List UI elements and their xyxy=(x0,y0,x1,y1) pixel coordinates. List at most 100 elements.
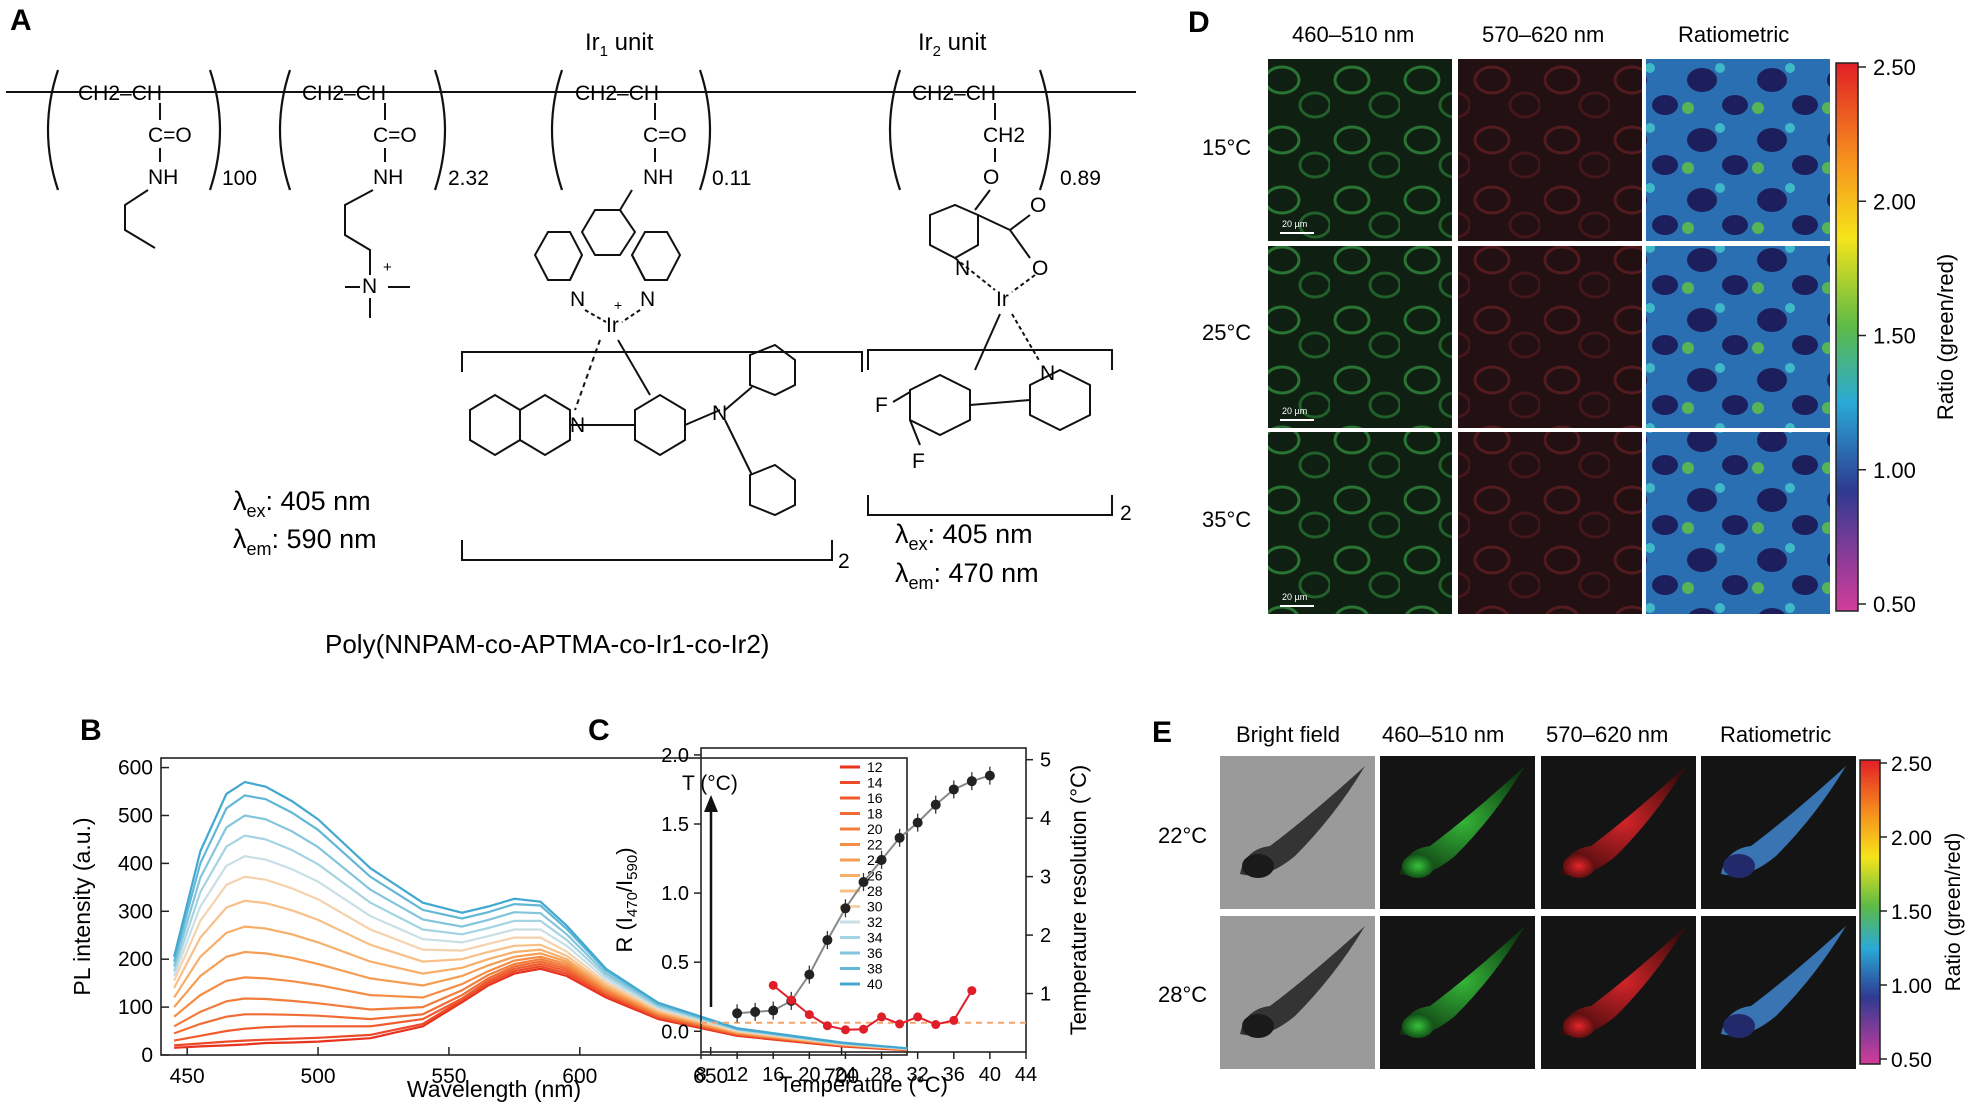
chart-b-series-32 xyxy=(173,855,908,1050)
ir1-bracket-top xyxy=(461,351,863,372)
chart-c-frame xyxy=(700,747,1027,1053)
unit2-chain xyxy=(344,189,374,275)
chart-c-point-R xyxy=(948,784,959,795)
panel-d-cbar-tick-label: 1.50 xyxy=(1873,324,1916,349)
panel-e-zebrafish xyxy=(1561,766,1686,876)
chart-c-ytick-label: 0.5 xyxy=(661,952,689,974)
chart-b-xtick-label: 650 xyxy=(693,1065,728,1088)
chart-c-point-Resolution xyxy=(804,1010,814,1020)
chart-b-legend-label: 18 xyxy=(867,806,883,822)
chart-c-y2tick-label: 3 xyxy=(1040,867,1051,889)
amine-n: N xyxy=(712,402,727,425)
chart-c-y2tick-label: 4 xyxy=(1040,808,1051,830)
monomer-unit-nnpam: CH2–CH C=O NH 100 xyxy=(78,82,257,249)
chart-b-xtick-label: 500 xyxy=(301,1065,336,1088)
panel-d-image xyxy=(1268,432,1452,614)
ir2-bracket-sub: 2 xyxy=(1120,502,1132,525)
unit2-ammonium-n: N xyxy=(362,275,377,298)
panel-c: C 8 12 16 20 24 28 32 36 40 440.00.51.01.52.01234… xyxy=(588,714,1091,1097)
panel-d-cbar-tick-label: 2.50 xyxy=(1873,55,1916,80)
chart-b-xlabel: Wavelength (nm) xyxy=(407,1076,581,1102)
chart-c-xtick-label: 8 xyxy=(695,1064,706,1086)
ir1-center: Ir xyxy=(606,314,619,337)
chart-b-legend-label: 32 xyxy=(867,914,883,930)
chart-b-ytick-label: 0 xyxy=(141,1044,153,1067)
chart-b-legend-label: 20 xyxy=(867,821,883,837)
panel-e-row-22: 22°C xyxy=(1158,823,1207,848)
panel-d-row-15: 15°C xyxy=(1202,135,1251,160)
panel-d-colorbar-label: Ratio (green/red) xyxy=(1933,254,1958,420)
chart-b-legend-label: 40 xyxy=(867,976,883,992)
panel-a-label: A xyxy=(10,4,32,37)
chart-c-point-R xyxy=(912,817,923,828)
chart-b-legend-label: 28 xyxy=(867,883,883,899)
chart-c-y2label: Temperature resolution (°C) xyxy=(1066,765,1091,1035)
panel-e-zebrafish xyxy=(1721,766,1846,876)
panel-e-zebrafish-head xyxy=(1563,854,1595,878)
panel-d-image xyxy=(1646,246,1830,428)
ppy-n: N xyxy=(1040,362,1055,385)
panel-e-col-green: 460–510 nm xyxy=(1382,722,1504,747)
quinoline-n: N xyxy=(570,414,585,437)
chart-c-y2tick-label: 5 xyxy=(1040,750,1051,772)
fluorine-1: F xyxy=(875,394,888,417)
panel-d-image-grid: 20 µm 20 µm 20 µm xyxy=(1268,59,1830,614)
chart-c-xtick-label: 40 xyxy=(979,1064,1001,1086)
panel-e-colorbar xyxy=(1859,759,1881,1065)
unit3-backbone: CH2–CH xyxy=(575,82,659,105)
difluorophenylpyridine-ligand xyxy=(892,313,1091,446)
chart-b-legend-label: 22 xyxy=(867,837,883,853)
chart-b-series-40 xyxy=(173,780,908,1050)
ir1-charge: + xyxy=(614,297,622,313)
panel-e-label: E xyxy=(1152,716,1172,749)
panel-d-scale-label: 20 µm xyxy=(1282,406,1307,416)
chart-c-point-R xyxy=(840,903,851,914)
chart-b-annotation: T (°C) xyxy=(682,772,738,795)
chart-c-point-R xyxy=(804,969,815,980)
chart-b-legend-label: 30 xyxy=(867,899,883,915)
chart-b-ytick-label: 600 xyxy=(118,757,153,780)
panel-d-image xyxy=(1458,246,1642,428)
panel-d-image xyxy=(1268,246,1452,428)
chart-b-xtick-label: 450 xyxy=(170,1065,205,1088)
chart-c-y2tick-label: 1 xyxy=(1040,984,1051,1006)
chart-b-legend-label: 12 xyxy=(867,759,883,775)
unit2-carbonyl: C=O xyxy=(373,124,417,147)
chart-b-frame xyxy=(160,757,908,1056)
chart-c-point-R xyxy=(768,1005,779,1016)
panel-d-scale-label: 20 µm xyxy=(1282,219,1307,229)
panel-e-zebrafish-head xyxy=(1402,854,1434,878)
panel-e: E Bright field 460–510 nm 570–620 nm Rat… xyxy=(1152,716,1965,1072)
panel-d-row-25: 25°C xyxy=(1202,320,1251,345)
panel-e-row-28: 28°C xyxy=(1158,982,1207,1007)
chart-c-point-Resolution xyxy=(895,1019,905,1029)
panel-b: B 450 500 550 600 650 7000100200300400500600W… xyxy=(69,714,908,1102)
chart-c-ytick-label: 0.0 xyxy=(661,1021,689,1043)
unit4-backbone: CH2–CH xyxy=(912,82,996,105)
unit3-carbonyl: C=O xyxy=(643,124,687,147)
panel-d-cbar-tick-label: 1.00 xyxy=(1873,458,1916,483)
monomer-unit-ir1: Ir1 unit CH2–CH C=O NH 0.11 N N Ir + xyxy=(233,29,863,573)
panel-e-cbar-tick-label: 2.00 xyxy=(1891,827,1932,850)
unit1-backbone: CH2–CH xyxy=(78,82,162,105)
chart-b-temp-arrowhead xyxy=(704,795,718,812)
ir1-dash2 xyxy=(621,309,641,323)
unit4-o: O xyxy=(983,166,999,189)
panel-e-zebrafish xyxy=(1721,926,1846,1036)
panel-d-image xyxy=(1458,432,1642,614)
chart-b-series-34 xyxy=(173,834,908,1050)
chart-b-series-28 xyxy=(173,899,908,1050)
panel-d-row-35: 35°C xyxy=(1202,507,1251,532)
panel-e-colorbar-label: Ratio (green/red) xyxy=(1942,833,1965,992)
chart-b: 450 500 550 600 650 7000100200300400500600Wav… xyxy=(69,757,908,1102)
chart-b-legend-label: 14 xyxy=(867,775,883,791)
panel-e-zebrafish xyxy=(1240,926,1365,1036)
panel-e-zebrafish-head xyxy=(1242,1014,1274,1038)
chart-b-ytick-label: 200 xyxy=(118,948,153,971)
chart-b-series-36 xyxy=(173,814,908,1050)
panel-e-zebrafish xyxy=(1240,766,1365,876)
panel-d-image xyxy=(1268,59,1452,241)
panel-d-colorbar-ticks: 2.50 2.00 1.50 1.00 0.50 xyxy=(1858,55,1916,617)
unit2-ammonium-plus: + xyxy=(383,259,392,276)
